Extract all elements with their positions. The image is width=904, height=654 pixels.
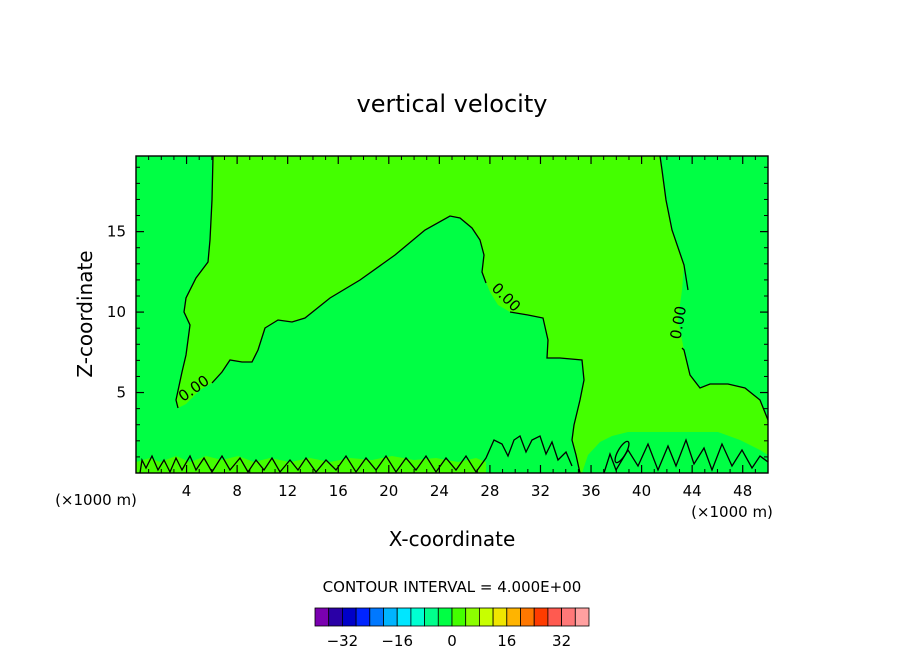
x-tick-label: 16 xyxy=(329,482,348,500)
x-tick-label: 24 xyxy=(430,482,449,500)
x-unit-right: (×1000 m) xyxy=(691,503,773,521)
colorbar-cell xyxy=(383,607,398,627)
y-axis-label: Z-coordinate xyxy=(73,250,97,377)
x-tick-label: 20 xyxy=(379,482,398,500)
colorbar-tick-label: 32 xyxy=(552,632,571,650)
colorbar-cell xyxy=(561,607,576,627)
colorbar-cell xyxy=(478,607,494,627)
colorbar-cell xyxy=(520,607,535,627)
y-axis: 5 10 15 xyxy=(107,166,768,458)
contour-closed-cell xyxy=(614,440,630,464)
colorbar-cell xyxy=(465,607,480,627)
y-tick-label: 10 xyxy=(107,303,126,321)
x-tick-label: 32 xyxy=(531,482,550,500)
colorbar: −32 −16 0 16 32 xyxy=(314,607,590,650)
colorbar-cell xyxy=(574,607,590,627)
colorbar-cell xyxy=(437,607,453,627)
colorbar-cell xyxy=(314,607,330,627)
colorbar-cell xyxy=(547,607,563,627)
colorbar-cell xyxy=(506,607,521,627)
colorbar-cell xyxy=(369,607,384,627)
y-tick-label: 5 xyxy=(116,384,126,402)
y-tick-label: 15 xyxy=(107,223,126,241)
colorbar-cell xyxy=(355,607,371,627)
x-tick-label: 8 xyxy=(232,482,242,500)
colorbar-cell xyxy=(424,607,439,627)
contour-zero-far-right xyxy=(659,155,689,291)
colorbar-cell xyxy=(396,607,412,627)
x-axis-label: X-coordinate xyxy=(389,527,516,551)
colorbar-tick-label: −32 xyxy=(327,632,359,650)
colorbar-cell xyxy=(533,607,549,627)
contour-interval-text: CONTOUR INTERVAL = 4.000E+00 xyxy=(323,578,582,596)
x-tick-label: 40 xyxy=(632,482,651,500)
x-axis: 4 8 12 16 20 24 28 32 36 40 44 48 xyxy=(148,156,756,500)
contour-lines xyxy=(139,155,769,474)
contour-zero-left xyxy=(175,155,214,409)
contour-ripples xyxy=(139,435,573,474)
contour-zero-mid xyxy=(211,215,487,384)
x-tick-label: 28 xyxy=(480,482,499,500)
x-tick-label: 12 xyxy=(278,482,297,500)
x-unit-left: (×1000 m) xyxy=(55,491,137,509)
colorbar-tick-label: 16 xyxy=(497,632,516,650)
contour-zero-far-right-lower xyxy=(681,347,769,421)
x-tick-label: 4 xyxy=(182,482,192,500)
x-tick-label: 36 xyxy=(581,482,600,500)
colorbar-cell xyxy=(328,607,343,627)
colorbar-tick-label: −16 xyxy=(381,632,413,650)
contour-zero-right-of-label xyxy=(509,311,585,474)
x-tick-label: 44 xyxy=(683,482,702,500)
contour-label: 0.00 xyxy=(667,304,691,340)
x-tick-label: 48 xyxy=(733,482,752,500)
colorbar-cell xyxy=(341,607,357,627)
colorbar-cell xyxy=(410,607,425,627)
region-left-upper xyxy=(176,156,768,473)
chart-title: vertical velocity xyxy=(357,90,548,118)
colorbar-tick-label: 0 xyxy=(447,632,457,650)
colorbar-cell xyxy=(492,607,508,627)
colorbar-cell xyxy=(451,607,467,627)
